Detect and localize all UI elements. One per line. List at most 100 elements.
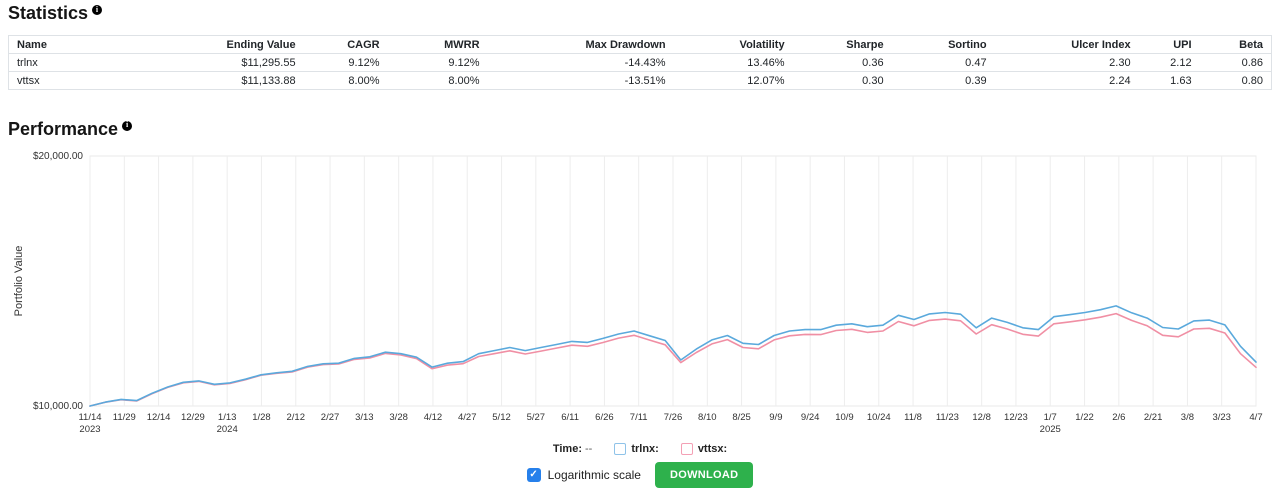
cell-name: vttsx [8,70,219,90]
chart-controls: ✓ Logarithmic scale DOWNLOAD [8,461,1272,488]
vttsx-checkbox[interactable] [680,442,693,455]
col-header-volatility: Volatility [673,34,793,54]
statistics-table: Name Ending Value CAGR MWRR Max Drawdown… [8,34,1272,90]
x-tick-label: 3/23 [1212,412,1231,423]
cell-volatility: 13.46% [673,52,793,72]
vttsx-label: vttsx: [697,442,728,455]
x-tick-label: 12/14 [147,412,171,423]
time-value: -- [584,442,593,455]
x-tick-label: 11/8 [904,412,922,423]
info-icon[interactable]: i [92,5,103,15]
time-label: Time: [552,442,582,455]
x-tick-label: 8/25 [732,412,751,423]
x-tick-label: 10/9 [835,412,854,423]
statistics-section: Statistics i Name Ending Value CAGR MWRR… [8,3,1272,90]
cell-ulcer-index: 2.30 [994,52,1139,72]
x-tick-label: 2/12 [287,412,306,423]
x-tick-label: 9/9 [769,412,782,423]
x-tick-label: 12/23 [1004,412,1028,423]
x-tick-label: 1/28 [252,412,271,423]
x-tick-label: 2/6 [1112,412,1125,423]
col-header-sortino: Sortino [891,34,995,54]
x-tick-label: 10/24 [867,412,891,423]
x-tick-label: 1/7 [1044,412,1057,423]
x-tick-label: 12/29 [181,412,205,423]
x-tick-label: 7/11 [630,412,648,423]
col-header-max-drawdown: Max Drawdown [487,34,674,54]
x-tick-label: 2/27 [321,412,340,423]
cell-max-drawdown: -13.51% [487,70,674,90]
cell-sharpe: 0.36 [792,52,892,72]
x-tick-label: 4/27 [458,412,477,423]
cell-upi: 1.63 [1138,70,1200,90]
cell-mwrr: 8.00% [387,70,488,90]
trlnx-label: trlnx: [631,442,659,455]
cell-sharpe: 0.30 [792,70,892,90]
cell-ending-value: $11,133.88 [218,70,304,90]
y-tick-label: $10,000.00 [33,401,83,412]
info-icon[interactable]: i [122,120,133,131]
table-row-vttsx: vttsx $11,133.88 8.00% 8.00% -13.51% 12.… [8,70,1272,90]
x-tick-label: 7/26 [664,412,683,423]
statistics-title: Statistics i [8,3,1272,24]
cell-sortino: 0.39 [891,70,995,90]
legend-item-trlnx[interactable]: trlnx: [614,442,659,455]
x-tick-label: 4/7 [1249,412,1262,423]
cell-mwrr: 9.12% [387,52,488,72]
statistics-title-text: Statistics [8,3,89,23]
legend-time: Time: -- [553,443,592,455]
cell-ending-value: $11,295.55 [218,52,304,72]
trlnx-checkbox[interactable] [614,442,627,455]
x-tick-label: 11/29 [113,412,136,423]
col-header-beta: Beta [1199,34,1272,54]
cell-upi: 2.12 [1138,52,1200,72]
cell-sortino: 0.47 [891,52,995,72]
legend-item-vttsx[interactable]: vttsx: [680,442,728,455]
x-tick-label: 3/8 [1181,412,1194,423]
log-scale-control[interactable]: ✓ Logarithmic scale [526,467,641,482]
x-tick-year: 2025 [1040,424,1061,435]
cell-name: trlnx [8,52,219,72]
log-scale-checkbox[interactable]: ✓ [526,467,541,482]
y-axis-title: Portfolio Value [13,245,25,316]
x-tick-label: 8/10 [698,412,717,423]
x-tick-label: 5/12 [492,412,511,423]
col-header-name: Name [8,34,219,54]
x-tick-label: 3/13 [355,412,374,423]
table-row-trlnx: trlnx $11,295.55 9.12% 9.12% -14.43% 13.… [8,52,1272,72]
x-tick-label: 4/12 [424,412,443,423]
download-button[interactable]: DOWNLOAD [654,461,754,488]
x-tick-label: 1/13 [218,412,237,423]
table-header-row: Name Ending Value CAGR MWRR Max Drawdown… [8,34,1272,54]
x-tick-year: 2023 [79,424,100,435]
col-header-sharpe: Sharpe [792,34,892,54]
x-tick-label: 2/21 [1144,412,1163,423]
performance-title: Performance i [8,118,1272,140]
col-header-cagr: CAGR [303,34,388,54]
cell-max-drawdown: -14.43% [487,52,674,72]
performance-title-text: Performance [8,118,119,139]
cell-cagr: 8.00% [303,70,388,90]
chart-legend: Time: -- trlnx: vttsx: [8,442,1272,455]
x-tick-label: 6/11 [561,412,579,423]
x-tick-label: 11/23 [936,412,959,423]
x-tick-label: 12/8 [972,412,991,423]
col-header-upi: UPI [1138,34,1200,54]
x-tick-label: 9/24 [801,412,820,423]
x-tick-label: 5/27 [527,412,546,423]
x-tick-label: 1/22 [1075,412,1094,423]
cell-volatility: 12.07% [673,70,793,90]
x-tick-year: 2024 [217,424,238,435]
trlnx-line[interactable] [89,304,1257,407]
cell-cagr: 9.12% [303,52,388,72]
x-tick-label: 3/28 [389,412,408,423]
performance-section: Performance i 11/14 2023 11/29 12/14 12/29 1/… [8,118,1272,488]
col-header-mwrr: MWRR [387,34,488,54]
x-tick-label: 11/14 [78,412,101,423]
y-tick-label: $20,000.00 [33,151,83,162]
log-scale-label: Logarithmic scale [547,467,641,482]
cell-ulcer-index: 2.24 [994,70,1139,90]
performance-chart-area: 11/14 2023 11/29 12/14 12/29 1/13 2024 1/28 2/12… [8,148,1272,443]
